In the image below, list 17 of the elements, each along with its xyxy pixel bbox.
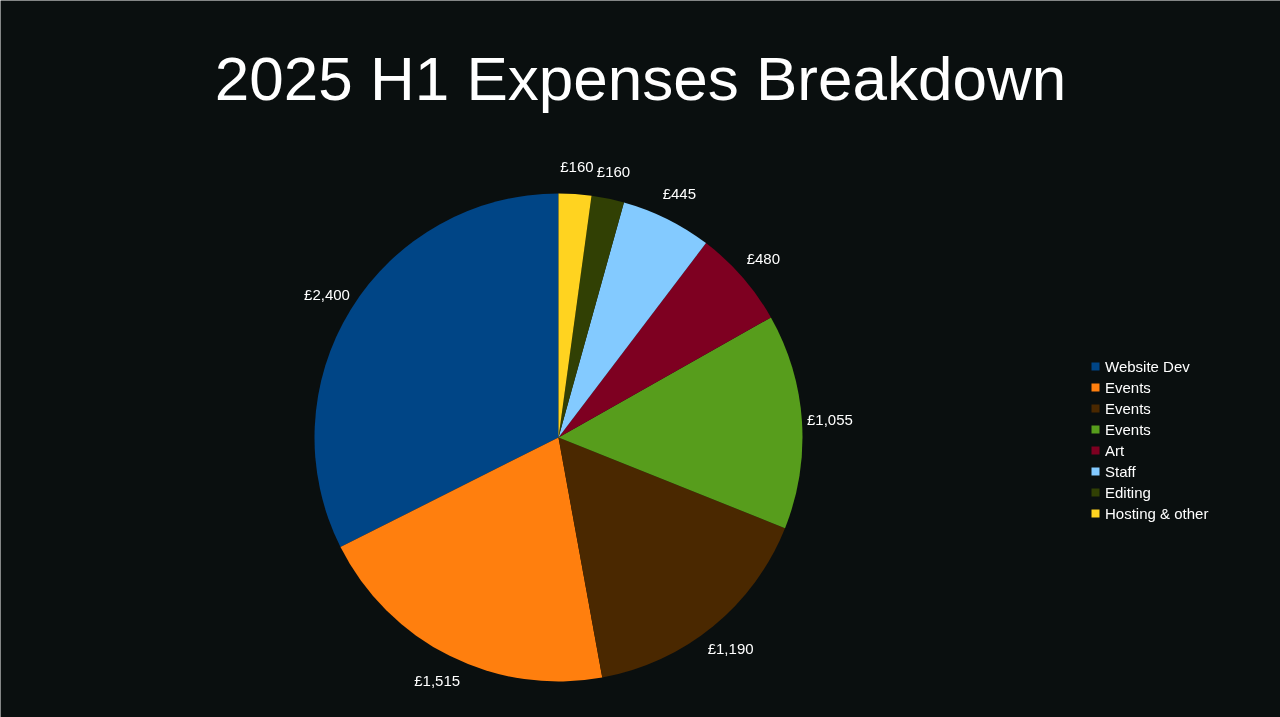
data-label: £160 <box>560 157 594 175</box>
chart-title: 2025 H1 Expenses Breakdown <box>214 44 1067 113</box>
legend-label: Events <box>1105 420 1151 438</box>
legend-label: Website Dev <box>1105 357 1190 375</box>
legend-label: Art <box>1105 441 1125 459</box>
data-label: £480 <box>746 250 781 268</box>
legend-label: Events <box>1105 399 1151 417</box>
data-label: £1,055 <box>806 410 853 428</box>
legend-label: Staff <box>1105 462 1136 480</box>
legend-label: Hosting & other <box>1105 504 1209 522</box>
data-label: £2,400 <box>304 286 350 304</box>
legend-label: Editing <box>1105 483 1151 501</box>
data-label: £445 <box>662 185 697 203</box>
data-label: £160 <box>596 162 631 180</box>
legend-label: Events <box>1105 378 1151 396</box>
data-label: £1,190 <box>707 639 754 657</box>
data-label: £1,515 <box>414 672 461 690</box>
